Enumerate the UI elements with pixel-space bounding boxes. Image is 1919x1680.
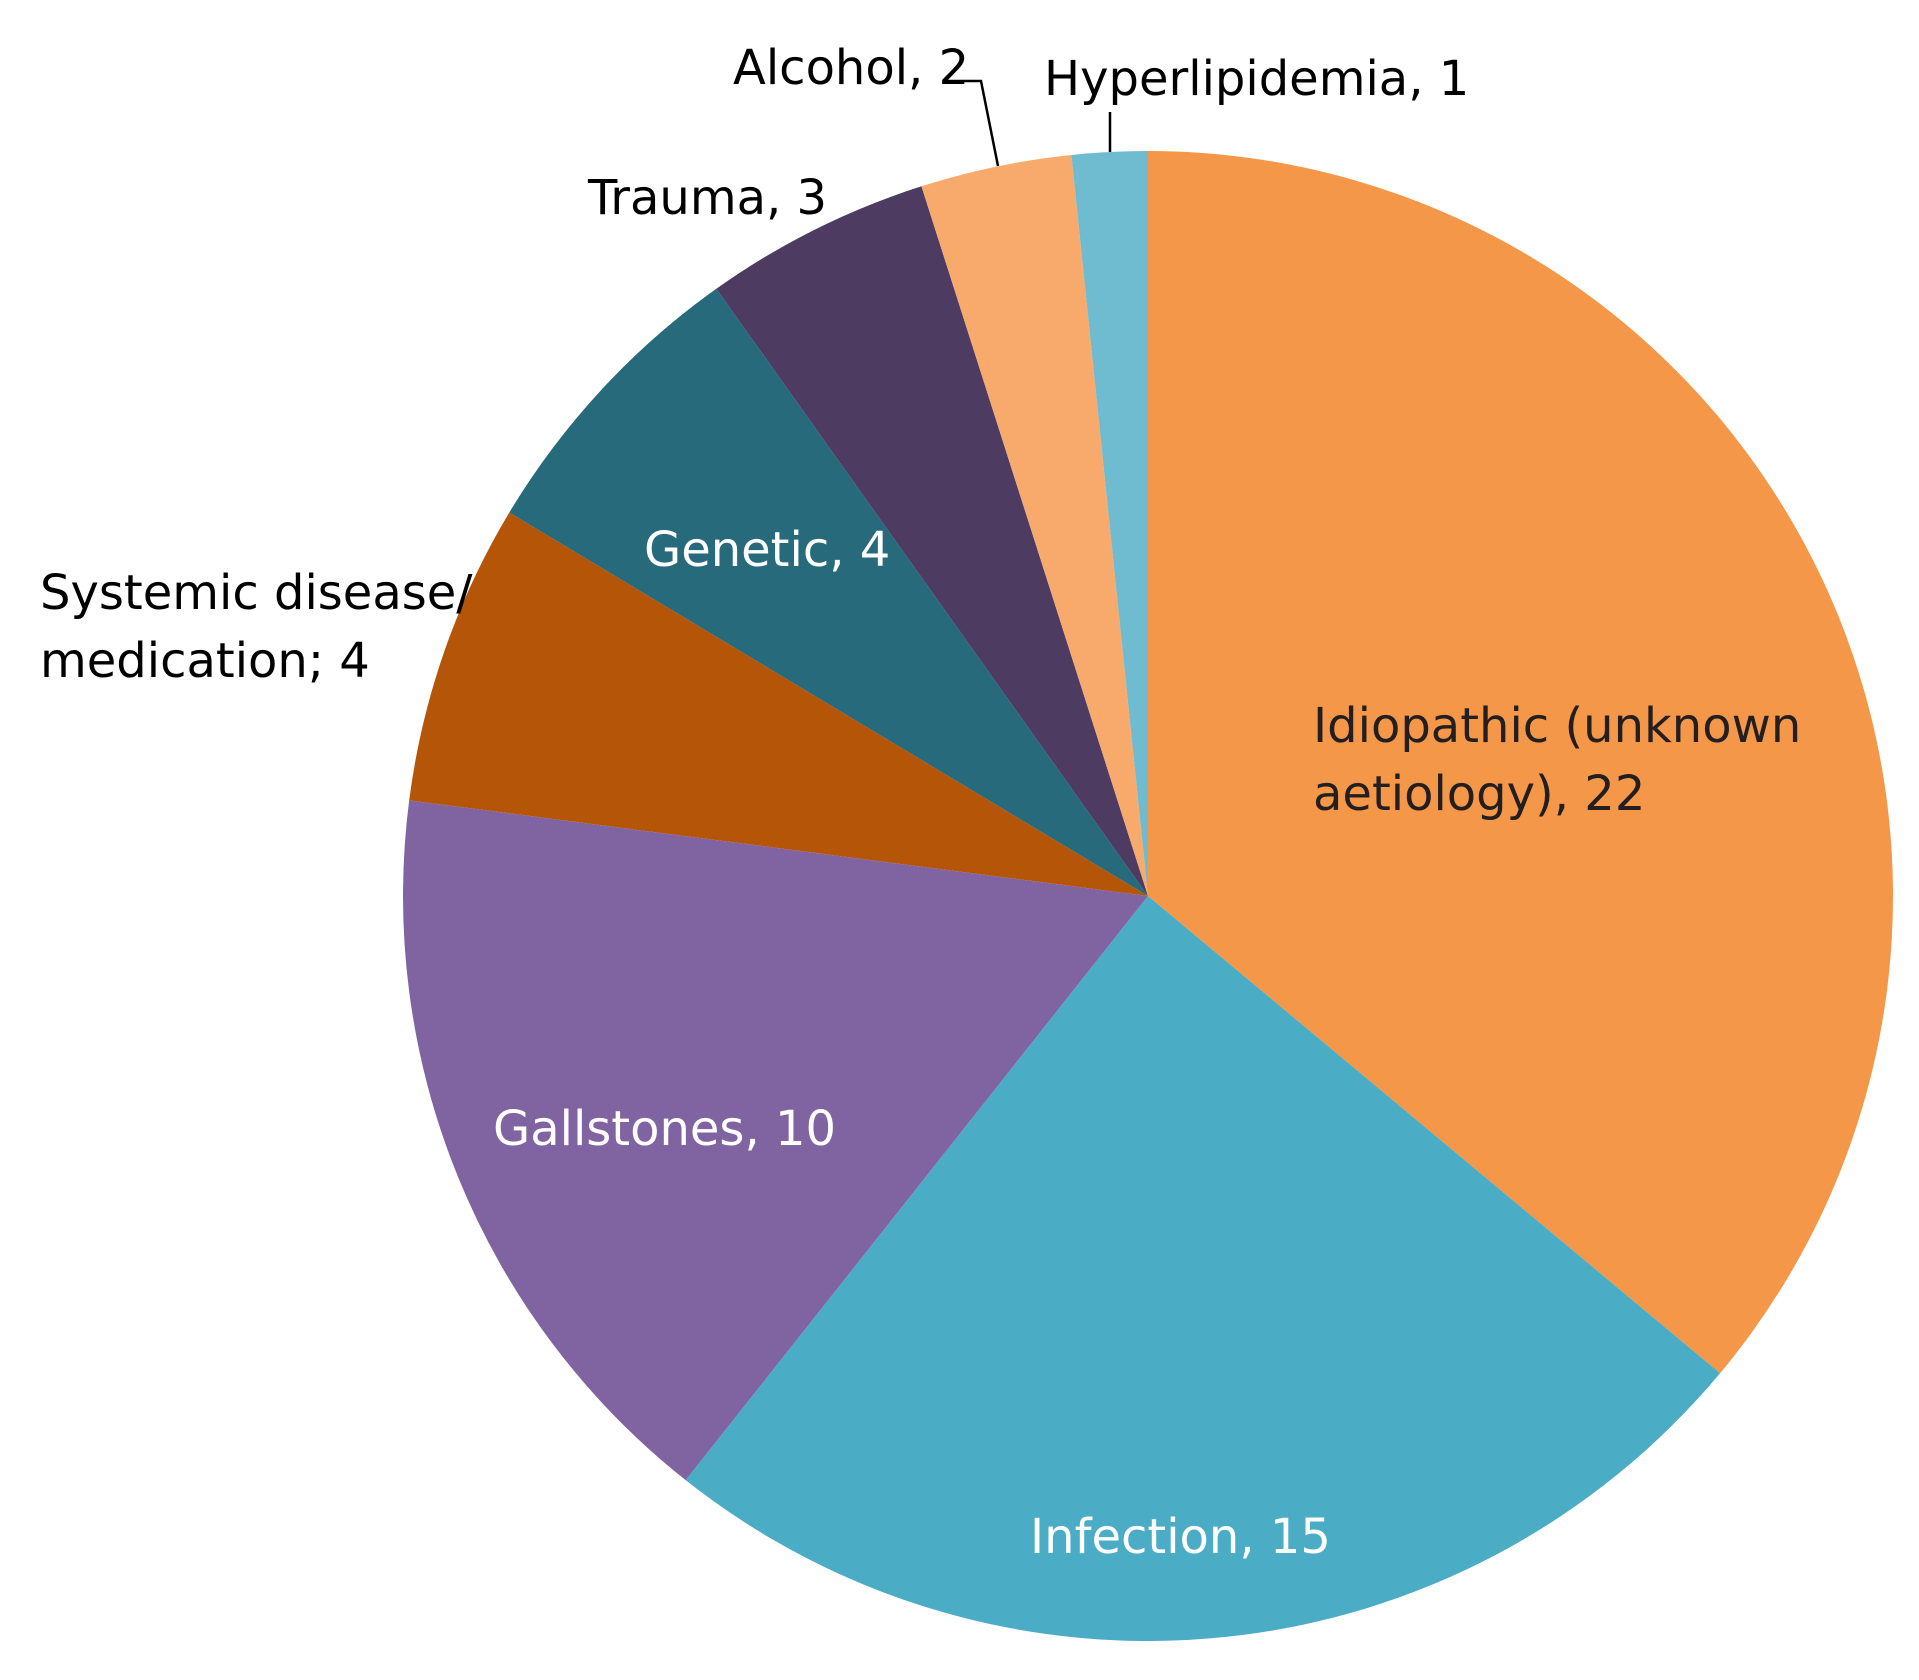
slice-label-line: Alcohol, 2 xyxy=(733,40,969,96)
leader-lines xyxy=(948,79,1112,167)
slice-label-alcohol-2: Alcohol, 2 xyxy=(733,40,969,96)
pie-slices xyxy=(403,151,1893,1641)
leader-line-alcohol-2 xyxy=(948,79,1000,167)
slice-labels: Idiopathic (unknown aetiology), 22 Infecti… xyxy=(40,40,1801,1565)
slice-label-line: Genetic, 4 xyxy=(644,522,890,578)
pie-slice-hyperlipidemia-1 xyxy=(1071,151,1148,896)
slice-label-line: Idiopathic (unknown xyxy=(1313,698,1801,754)
slice-label-hyperlipidemia-1: Hyperlipidemia, 1 xyxy=(1044,51,1469,107)
pie-slice-gallstones-10 xyxy=(403,800,1148,1481)
pie-slice-infection-15 xyxy=(685,896,1721,1641)
slice-label-line: Infection, 15 xyxy=(1030,1509,1331,1565)
slice-label-line: Hyperlipidemia, 1 xyxy=(1044,51,1469,107)
pie-slice-idiopathic-unknown xyxy=(1148,151,1893,1374)
pie-slice-alcohol-2 xyxy=(921,154,1148,896)
slice-label-genetic-4: Genetic, 4 xyxy=(644,522,890,578)
slice-label-line: aetiology), 22 xyxy=(1313,766,1645,822)
slice-label-line: Trauma, 3 xyxy=(587,170,827,226)
pie-slice-systemic-disease xyxy=(409,512,1148,896)
pie-slice-trauma-3 xyxy=(716,186,1148,897)
slice-label-infection-15: Infection, 15 xyxy=(1030,1509,1331,1565)
slice-label-idiopathic-unknown: Idiopathic (unknown aetiology), 22 xyxy=(1313,698,1801,822)
slice-label-trauma-3: Trauma, 3 xyxy=(587,170,827,226)
slice-label-gallstones-10: Gallstones, 10 xyxy=(493,1101,836,1157)
slice-label-line: Gallstones, 10 xyxy=(493,1101,836,1157)
slice-label-systemic-disease: Systemic disease/medication; 4 xyxy=(40,565,473,689)
slice-label-line: medication; 4 xyxy=(40,633,370,689)
slice-label-line: Systemic disease/ xyxy=(40,565,473,621)
pie-slice-genetic-4 xyxy=(509,288,1148,896)
